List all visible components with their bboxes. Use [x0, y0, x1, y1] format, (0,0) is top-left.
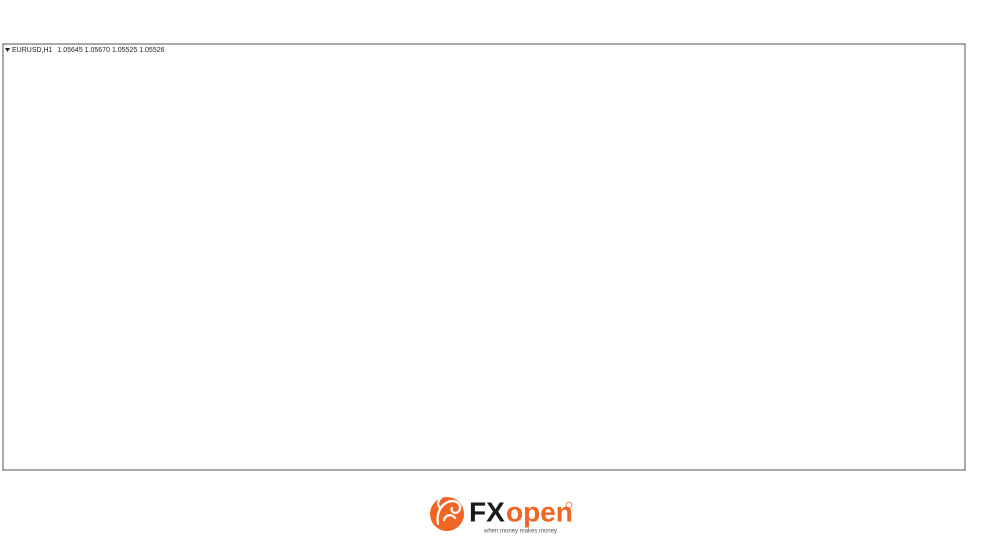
chart-header: EURUSD,H1 1.05645 1.05670 1.05525 1.0552…	[12, 47, 165, 54]
logo: FX open when money makes money	[430, 496, 573, 535]
symbol-menu-icon	[5, 48, 10, 52]
header-open: 1.05645	[57, 47, 82, 54]
brand-fx: FX	[469, 496, 505, 527]
header-close: 1.05526	[139, 47, 164, 54]
brand-tagline: when money makes money	[483, 529, 557, 535]
registered-mark	[565, 501, 573, 509]
header-low: 1.05525	[112, 47, 137, 54]
logo-dragon	[436, 496, 462, 526]
plot-border	[2, 43, 966, 471]
symbol-title: EURUSD,H1	[12, 47, 53, 54]
header-high: 1.05670	[85, 47, 110, 54]
brand-open: open	[506, 496, 573, 527]
